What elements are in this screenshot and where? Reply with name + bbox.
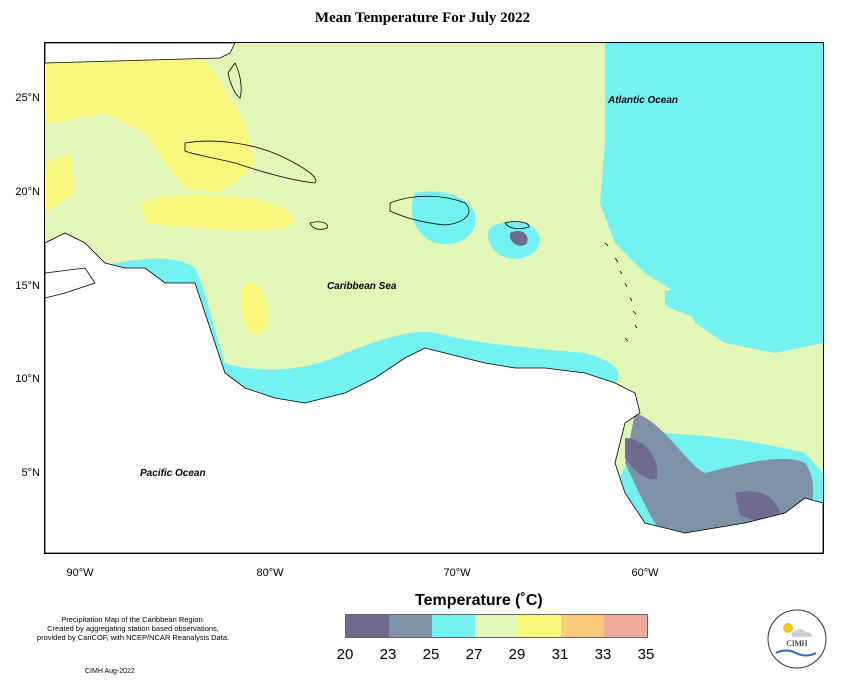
legend-swatch (475, 615, 518, 637)
legend-swatch (561, 615, 604, 637)
map-title: Mean Temperature For July 2022 (314, 10, 531, 26)
note-line-3: provided by CariCOF, with NCEP/NCAR Rean… (36, 633, 230, 642)
legend-swatch (432, 615, 475, 637)
us-gulf-coast-land (45, 43, 236, 64)
lon-tick-80: 80°W (256, 567, 284, 579)
coldest-region-puerto-rico (510, 231, 528, 246)
lon-tick-60: 60°W (631, 567, 659, 579)
sun-icon (783, 623, 793, 633)
legend-swatch (604, 615, 647, 637)
yucatan-land (45, 267, 96, 299)
legend-tick-label: 20 (336, 646, 354, 663)
coldest-region-west (625, 438, 658, 480)
cloud-icon (791, 629, 812, 637)
legend-tick-label: 33 (594, 646, 612, 663)
puerto-rico-outline (504, 221, 530, 230)
legend-swatch (346, 615, 389, 637)
legend-swatch (389, 615, 432, 637)
legend-tick-label: 31 (551, 646, 569, 663)
legend-swatch (518, 615, 561, 637)
note-line-2: Created by aggregating station based obs… (47, 624, 219, 633)
hispaniola-outline (389, 195, 470, 226)
temperature-map: Atlantic Ocean Caribbean Sea Pacific Oce… (44, 42, 824, 554)
cimh-logo: CIMH (767, 609, 827, 669)
legend-tick-label: 23 (379, 646, 397, 663)
florida-outline (227, 62, 242, 99)
legend-title: Temperature (˚C) (415, 592, 543, 609)
lon-tick-90: 90°W (66, 567, 94, 579)
lat-tick-5: 5°N (21, 467, 40, 479)
warm-region-isolated (241, 282, 268, 335)
legend-tick-label: 27 (465, 646, 483, 663)
lat-tick-20: 20°N (15, 186, 40, 198)
legend-tick-label: 29 (508, 646, 526, 663)
warm-region-central (140, 194, 293, 231)
atlantic-cool-region (600, 43, 823, 353)
lat-tick-15: 15°N (15, 280, 40, 292)
legend-tick-label: 25 (422, 646, 440, 663)
caribbean-sea-label: Caribbean Sea (327, 281, 397, 292)
map-description: Precipitation Map of the Caribbean Regio… (18, 615, 248, 642)
warm-region-yucatan (45, 153, 75, 213)
lat-tick-25: 25°N (15, 92, 40, 104)
wave-icon (775, 649, 817, 657)
jamaica-outline (309, 221, 328, 230)
credit-text: CIMH Aug-2022 (85, 668, 135, 675)
atlantic-cool-band (665, 288, 799, 328)
legend-tick-label: 35 (637, 646, 655, 663)
atlantic-ocean-label: Atlantic Ocean (608, 95, 679, 106)
hispaniola-cool-region (411, 191, 476, 245)
legend-ticks: 20 23 25 27 29 31 33 35 (320, 646, 680, 666)
note-line-1: Precipitation Map of the Caribbean Regio… (61, 615, 205, 624)
coldest-region-east (735, 491, 780, 521)
cuba-outline (184, 140, 317, 184)
lat-tick-10: 10°N (15, 373, 40, 385)
lesser-antilles-outline (604, 242, 638, 342)
logo-text: CIMH (787, 639, 808, 648)
legend-color-bar (345, 614, 648, 638)
map-canvas (45, 43, 823, 553)
pacific-ocean-label: Pacific Ocean (140, 468, 206, 479)
south-central-america-land (45, 232, 823, 553)
lon-tick-70: 70°W (443, 567, 471, 579)
